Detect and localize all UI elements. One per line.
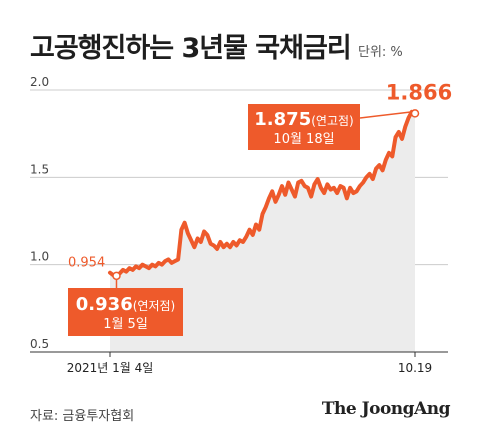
- end-value-label: 1.866: [386, 80, 452, 104]
- high-annotation-box: [248, 104, 360, 150]
- high-leader-line: [359, 111, 412, 119]
- source-label: 자료: 금융투자협회: [30, 409, 135, 424]
- series-area: [110, 111, 415, 352]
- low-annotation-box: [68, 288, 183, 336]
- low-point-marker: [112, 271, 121, 281]
- low-annotation-date: 1월 5일: [103, 317, 148, 332]
- start-value-label: 0.954: [68, 256, 105, 271]
- high-annotation-value: 1.875(연고점): [254, 109, 353, 130]
- unit-label: 단위: %: [358, 45, 403, 60]
- brand-logo: The JoongAng: [321, 399, 451, 419]
- x-tick-label: 10.19: [398, 361, 432, 375]
- chart-title: 고공행진하는 3년물 국채금리: [30, 33, 352, 64]
- x-tick-label: 2021년 1월 4일: [67, 361, 154, 375]
- y-tick-label: 1.0: [30, 250, 49, 264]
- y-tick-label: 1.5: [30, 162, 49, 176]
- y-tick-label: 2.0: [30, 75, 49, 89]
- series-line: [108, 109, 417, 278]
- y-tick-label: 0.5: [30, 337, 49, 351]
- low-annotation-value: 0.936(연저점): [76, 294, 175, 315]
- high-annotation-date: 10월 18일: [273, 132, 334, 147]
- end-point-marker: [410, 109, 420, 118]
